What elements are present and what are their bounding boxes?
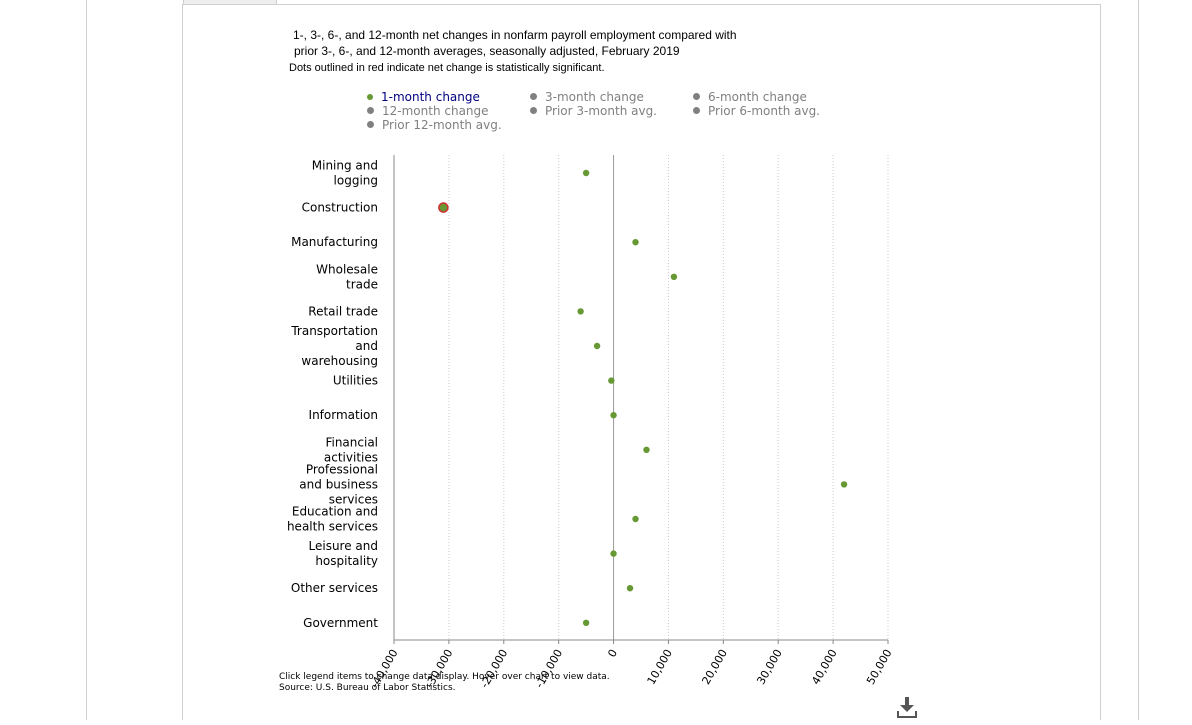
category-label: logging bbox=[334, 174, 378, 188]
legend-label: Prior 6-month avg. bbox=[708, 104, 820, 118]
category-label: Professional bbox=[306, 462, 378, 476]
legend-label: Prior 12-month avg. bbox=[382, 118, 502, 132]
legend-dot-icon bbox=[367, 94, 373, 100]
category-label: Education and bbox=[292, 505, 378, 519]
data-point bbox=[610, 412, 617, 419]
legend-label: 12-month change bbox=[382, 104, 489, 118]
page-border-left bbox=[86, 0, 87, 720]
category-label: Manufacturing bbox=[291, 235, 378, 249]
data-point bbox=[632, 515, 639, 523]
legend-dot-icon bbox=[367, 107, 374, 114]
category-label: trade bbox=[346, 277, 378, 291]
chart-instructions: Click legend items to change data displa… bbox=[279, 672, 610, 682]
page-border-right bbox=[1138, 0, 1139, 720]
category-label: and business bbox=[299, 477, 378, 491]
chart-source: Source: U.S. Bureau of Labor Statistics. bbox=[279, 683, 456, 693]
chart-panel bbox=[182, 4, 1101, 720]
x-tick-label: -10,000 bbox=[533, 647, 565, 690]
category-label: Wholesale bbox=[316, 262, 378, 276]
legend-dot-icon bbox=[367, 121, 374, 128]
category-label: and bbox=[355, 339, 378, 353]
legend-dot-icon bbox=[530, 107, 537, 114]
legend-label: 1-month change bbox=[381, 90, 480, 104]
data-point bbox=[582, 169, 590, 177]
data-point-significant bbox=[438, 202, 449, 213]
legend-label: Prior 3-month avg. bbox=[545, 104, 657, 118]
data-point bbox=[632, 239, 639, 246]
category-label: Construction bbox=[302, 201, 378, 215]
data-point bbox=[608, 377, 615, 384]
category-label: health services bbox=[287, 520, 378, 534]
category-label: Information bbox=[309, 408, 378, 422]
x-tick-label: 10,000 bbox=[645, 647, 676, 687]
legend-label: 3-month change bbox=[545, 90, 644, 104]
legend-item-1-month-change[interactable]: 1-month change bbox=[367, 90, 480, 104]
legend-item-3-month-change[interactable]: 3-month change bbox=[530, 90, 644, 104]
legend-label: 6-month change bbox=[708, 90, 807, 104]
legend-dot-icon bbox=[693, 107, 700, 114]
category-label: Mining and bbox=[312, 159, 378, 173]
data-point bbox=[582, 619, 590, 626]
category-label: services bbox=[329, 492, 378, 506]
category-label: hospitality bbox=[315, 554, 378, 568]
category-label: Transportation bbox=[290, 324, 378, 338]
category-label: Other services bbox=[291, 581, 378, 595]
legend-dot-icon bbox=[530, 93, 537, 100]
legend-item-prior-3-month-avg[interactable]: Prior 3-month avg. bbox=[530, 104, 657, 118]
x-tick-label: -20,000 bbox=[478, 647, 510, 690]
category-label: activities bbox=[324, 450, 378, 464]
download-icon[interactable] bbox=[896, 696, 918, 720]
legend-item-6-month-change[interactable]: 6-month change bbox=[693, 90, 807, 104]
chart-title-line-1: 1-, 3-, 6-, and 12-month net changes in … bbox=[293, 28, 737, 42]
significance-note: Dots outlined in red indicate net change… bbox=[289, 62, 605, 74]
data-point bbox=[577, 308, 584, 315]
category-label: Leisure and bbox=[309, 539, 379, 553]
x-tick-label: 20,000 bbox=[699, 647, 730, 687]
chart-title-line-2: prior 3-, 6-, and 12-month averages, sea… bbox=[294, 44, 680, 58]
data-point bbox=[670, 273, 678, 280]
x-tick-label: 50,000 bbox=[864, 647, 895, 687]
x-tick-label: 30,000 bbox=[754, 647, 785, 687]
category-label: Financial bbox=[325, 435, 378, 449]
category-label: Utilities bbox=[333, 374, 378, 388]
legend-item-prior-12-month-avg[interactable]: Prior 12-month avg. bbox=[367, 118, 502, 132]
legend-item-12-month-change[interactable]: 12-month change bbox=[367, 104, 489, 118]
legend-item-prior-6-month-avg[interactable]: Prior 6-month avg. bbox=[693, 104, 820, 118]
data-point bbox=[643, 446, 650, 453]
data-point bbox=[593, 342, 601, 350]
data-point bbox=[610, 550, 617, 557]
category-label: Government bbox=[303, 616, 378, 630]
category-label: Retail trade bbox=[308, 304, 378, 318]
x-tick-label: 40,000 bbox=[809, 647, 840, 687]
category-label: warehousing bbox=[301, 354, 378, 368]
legend-dot-icon bbox=[693, 93, 700, 100]
x-tick-label: 0 bbox=[605, 647, 620, 660]
data-point bbox=[840, 481, 848, 488]
data-point bbox=[626, 585, 634, 592]
